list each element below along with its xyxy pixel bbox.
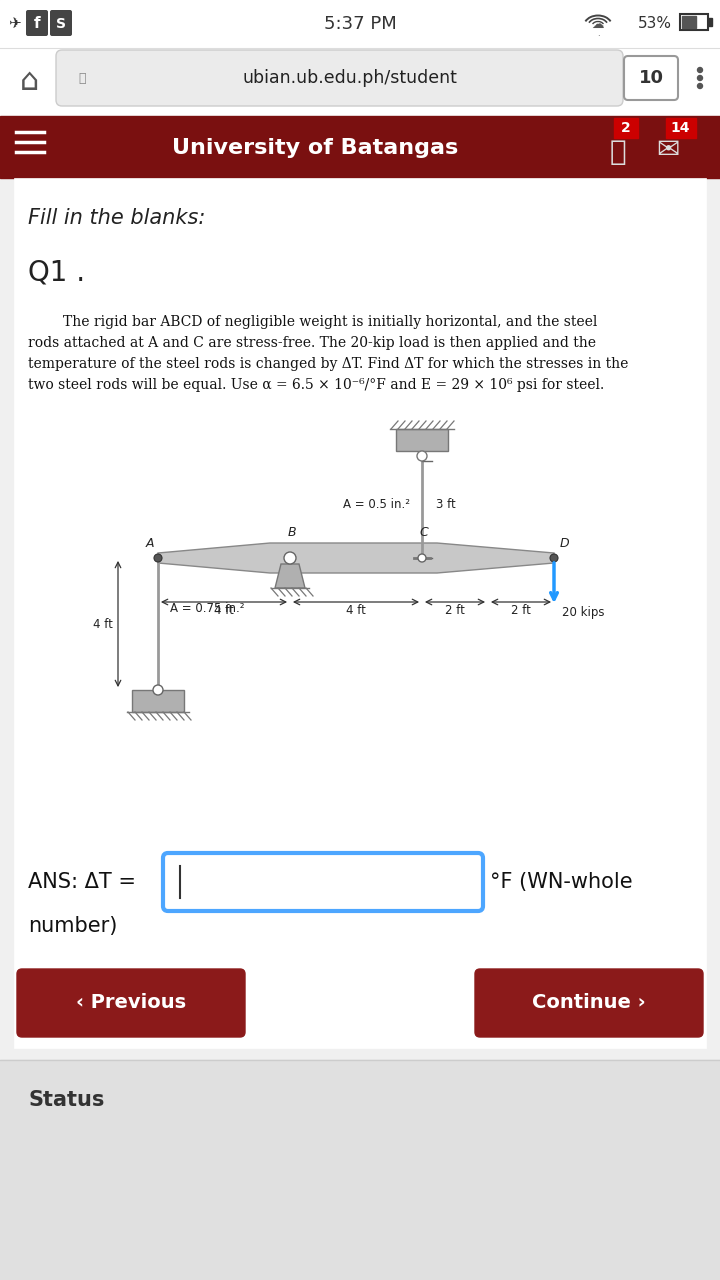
- Bar: [0, 1060, 720, 1280]
- Text: 2 ft: 2 ft: [445, 604, 465, 617]
- Bar: [614, 118, 638, 138]
- FancyBboxPatch shape: [26, 10, 48, 36]
- Text: Fill in the blanks:: Fill in the blanks:: [28, 207, 205, 228]
- Text: 10: 10: [639, 69, 664, 87]
- Text: 5:37 PM: 5:37 PM: [323, 15, 397, 33]
- Text: ‹ Previous: ‹ Previous: [76, 993, 186, 1012]
- Text: number): number): [28, 916, 117, 936]
- Bar: [682, 15, 696, 28]
- Text: temperature of the steel rods is changed by ΔT. Find ΔT for which the stresses i: temperature of the steel rods is changed…: [28, 357, 629, 371]
- Bar: [680, 14, 708, 29]
- Text: 4 ft: 4 ft: [346, 604, 366, 617]
- Bar: [396, 429, 448, 451]
- Polygon shape: [275, 564, 305, 588]
- Text: .: .: [597, 28, 599, 37]
- Circle shape: [154, 554, 162, 562]
- Text: A: A: [145, 538, 154, 550]
- Text: f: f: [34, 17, 40, 32]
- Text: ☁: ☁: [592, 18, 604, 31]
- Text: 4 ft: 4 ft: [214, 604, 234, 617]
- Text: Q1 .: Q1 .: [28, 259, 85, 285]
- Text: 20 kips: 20 kips: [562, 605, 605, 620]
- Text: ANS: ΔT =: ANS: ΔT =: [28, 872, 136, 892]
- Text: two steel rods will be equal. Use α = 6.5 × 10⁻⁶/°F and E = 29 × 10⁶ psi for ste: two steel rods will be equal. Use α = 6.…: [28, 378, 604, 392]
- Text: ✉: ✉: [657, 136, 680, 164]
- Text: ✈: ✈: [8, 17, 20, 32]
- Bar: [0, 47, 720, 116]
- Bar: [0, 0, 720, 47]
- Text: 2: 2: [621, 122, 631, 134]
- Text: 🔒: 🔒: [78, 72, 86, 84]
- Circle shape: [698, 76, 703, 81]
- Circle shape: [153, 685, 163, 695]
- Text: ⌂: ⌂: [20, 68, 40, 96]
- Text: °F (WN-whole: °F (WN-whole: [490, 872, 633, 892]
- Text: The rigid bar ABCD of negligible weight is initially horizontal, and the steel: The rigid bar ABCD of negligible weight …: [28, 315, 598, 329]
- Text: ubian.ub.edu.ph/student: ubian.ub.edu.ph/student: [243, 69, 457, 87]
- Bar: [0, 116, 720, 178]
- Text: A = 0.5 in.²: A = 0.5 in.²: [343, 498, 410, 511]
- Text: 14: 14: [670, 122, 690, 134]
- FancyBboxPatch shape: [163, 852, 483, 911]
- Circle shape: [698, 68, 703, 73]
- Text: Status: Status: [28, 1091, 104, 1110]
- FancyBboxPatch shape: [475, 969, 703, 1037]
- FancyBboxPatch shape: [624, 56, 678, 100]
- Circle shape: [284, 552, 296, 564]
- Text: C: C: [420, 526, 428, 539]
- Text: rods attached at A and C are stress-free. The 20-kip load is then applied and th: rods attached at A and C are stress-free…: [28, 335, 596, 349]
- Text: Continue ›: Continue ›: [532, 993, 646, 1012]
- Circle shape: [417, 451, 427, 461]
- Bar: [14, 178, 706, 1048]
- FancyBboxPatch shape: [17, 969, 245, 1037]
- Text: 53%: 53%: [638, 17, 672, 32]
- Text: University of Batangas: University of Batangas: [172, 138, 458, 157]
- Text: 🔔: 🔔: [610, 138, 626, 166]
- Bar: [666, 118, 696, 138]
- Text: S: S: [56, 17, 66, 31]
- Text: 2 ft: 2 ft: [511, 604, 531, 617]
- Text: B: B: [288, 526, 297, 539]
- FancyBboxPatch shape: [50, 10, 72, 36]
- Text: 3 ft: 3 ft: [436, 498, 456, 511]
- Circle shape: [698, 83, 703, 88]
- FancyBboxPatch shape: [56, 50, 623, 106]
- Circle shape: [418, 554, 426, 562]
- Text: A = 0.75 in.²: A = 0.75 in.²: [170, 602, 245, 614]
- Bar: [132, 690, 184, 712]
- Text: D: D: [560, 538, 570, 550]
- Polygon shape: [158, 543, 554, 573]
- Circle shape: [550, 554, 558, 562]
- Text: 4 ft: 4 ft: [93, 617, 113, 631]
- Bar: [708, 18, 712, 26]
